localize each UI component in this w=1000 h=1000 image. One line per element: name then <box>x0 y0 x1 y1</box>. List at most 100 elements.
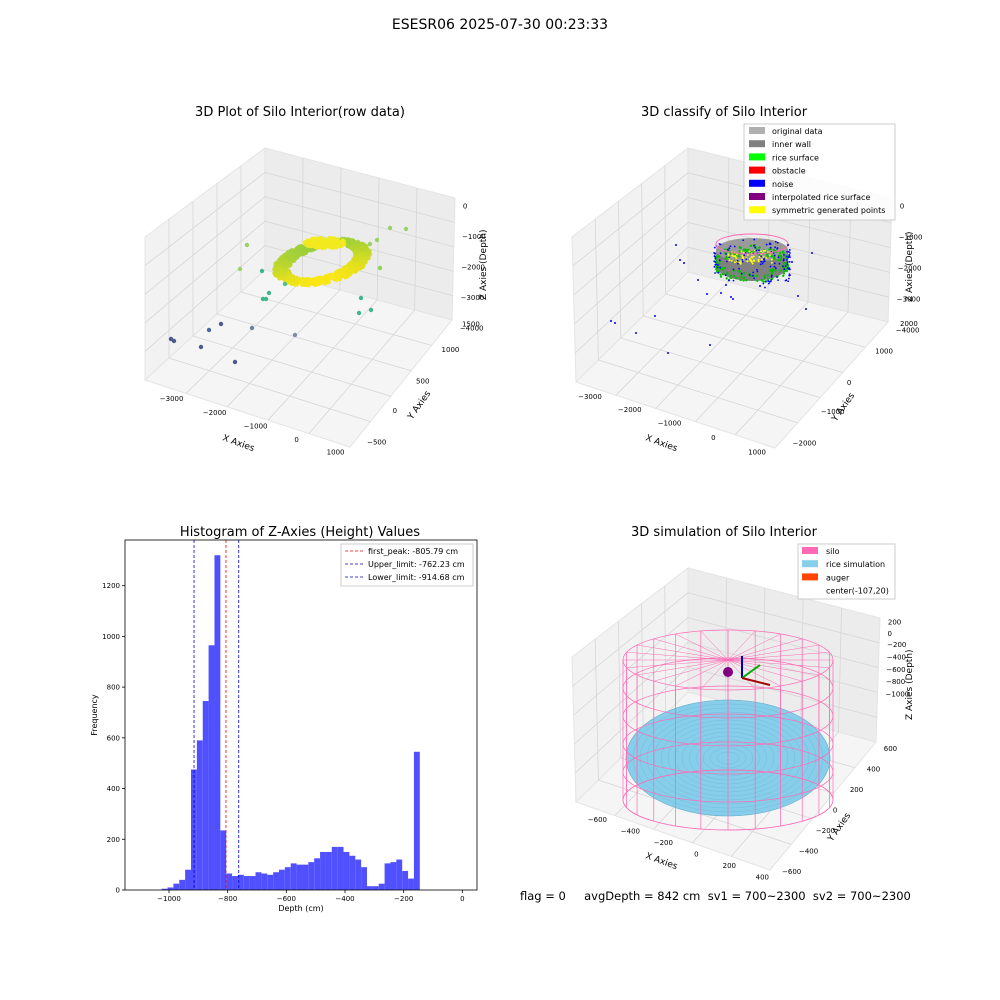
data-point <box>286 253 292 259</box>
data-point <box>346 239 351 244</box>
histogram-bar <box>284 867 291 890</box>
legend-swatch <box>749 206 765 214</box>
rice-surface-point <box>779 258 783 262</box>
grid-line <box>618 621 622 759</box>
outlier-point <box>368 307 374 313</box>
grid-line <box>594 219 599 361</box>
y-tick-label: −600 <box>782 868 801 876</box>
noise-point <box>753 238 756 241</box>
panel2-ticks: −3000 −2000 −1000 0 1000 −2000 −1000 0 1000 2000 0… <box>578 202 922 456</box>
grid-line <box>226 289 341 408</box>
panel1-points <box>168 225 409 365</box>
grid-line <box>655 291 769 409</box>
noise-point <box>787 251 790 253</box>
symmetric-point <box>742 251 745 254</box>
z-tick-label: −3000 <box>897 295 921 303</box>
panel-simulation-3d: 3D simulation of Silo Interior −600−400−… <box>571 525 915 882</box>
histogram-bar <box>167 887 174 890</box>
symmetric-point <box>741 256 744 259</box>
rice-surface-point <box>715 260 719 264</box>
histogram-bar <box>173 883 180 890</box>
noise-point <box>724 274 727 277</box>
noise-point <box>697 279 699 281</box>
data-point <box>349 261 355 266</box>
noise-point <box>773 254 776 257</box>
data-point <box>311 240 316 245</box>
silo-wireframe <box>622 629 834 831</box>
y-tick-label: 500 <box>416 378 429 386</box>
x-tick-label: 400 <box>756 874 769 882</box>
data-point <box>344 266 349 271</box>
rice-surface-point <box>763 274 767 277</box>
data-point <box>347 272 353 277</box>
silo-roof-wire <box>700 659 729 690</box>
noise-point <box>717 271 720 274</box>
noise-point <box>683 262 685 264</box>
data-point <box>314 239 318 244</box>
outlier-point <box>403 226 409 232</box>
rice-surface-point <box>772 248 776 252</box>
noise-point <box>745 258 748 261</box>
grid-line <box>734 311 849 436</box>
grid-line <box>574 222 689 325</box>
data-point <box>303 250 308 255</box>
symmetric-point <box>748 250 751 253</box>
outlier-point <box>218 321 224 327</box>
grid-line <box>144 245 266 352</box>
rice-surface-point <box>756 279 759 282</box>
noise-point <box>783 268 786 271</box>
noise-point <box>787 256 790 259</box>
noise-point <box>736 262 739 265</box>
data-point <box>336 269 341 274</box>
noise-point <box>758 249 760 252</box>
panel4-legend: silo rice simulation auger center(-107,20) <box>797 543 896 600</box>
noise-point <box>760 260 763 263</box>
legend-swatch <box>802 573 818 581</box>
noise-point <box>720 292 722 294</box>
noise-point <box>751 274 754 277</box>
legend-swatch <box>749 140 765 148</box>
data-point <box>336 274 341 280</box>
auger-axis-x <box>741 677 771 686</box>
data-point <box>308 244 313 248</box>
y-tick-label: 2000 <box>900 320 918 328</box>
panel4-ticks: −600 −400 −200 0 200 400 −600 −400 −200 0 200 400 60… <box>588 619 909 882</box>
noise-point <box>679 259 681 261</box>
grid-line <box>594 639 599 781</box>
data-point <box>305 239 310 244</box>
noise-point <box>753 277 756 280</box>
rice-surface-point <box>779 269 783 272</box>
data-point <box>286 262 292 267</box>
x-tick-label: 0 <box>711 434 715 442</box>
z-tick-label: −600 <box>886 666 905 674</box>
symmetric-point <box>739 262 742 265</box>
outlier-point <box>377 265 383 271</box>
noise-point <box>713 246 716 249</box>
rice-surface-point <box>765 253 769 256</box>
noise-point <box>714 261 717 263</box>
noise-point <box>741 260 744 263</box>
legend-label: symmetric generated points <box>772 206 885 215</box>
x-tick-label: −400 <box>621 827 640 835</box>
noise-point <box>667 352 669 354</box>
histogram-bar <box>290 863 297 890</box>
panel-histogram: Histogram of Z-Axies (Height) Values −10… <box>90 525 478 913</box>
noise-point <box>742 239 745 242</box>
y-tick-label: 1500 <box>462 321 480 329</box>
noise-point <box>729 245 732 248</box>
outlier-point <box>198 344 204 350</box>
data-point <box>313 242 318 247</box>
histogram-bar <box>214 555 221 890</box>
data-point <box>352 239 357 245</box>
panel1-ticks: −3000 −2000 −1000 0 1000 −500 0 500 1000 1500 0 −10… <box>160 202 486 456</box>
noise-point <box>773 262 776 265</box>
z-tick-label: −4000 <box>896 326 920 334</box>
noise-point <box>762 282 765 285</box>
data-point <box>358 258 363 263</box>
data-point <box>283 252 288 257</box>
grid-line <box>641 603 644 737</box>
y-tick-label: 200 <box>850 786 863 794</box>
grid-line <box>301 157 304 281</box>
y-tick-label: 1000 <box>102 633 120 641</box>
noise-point <box>789 256 791 258</box>
